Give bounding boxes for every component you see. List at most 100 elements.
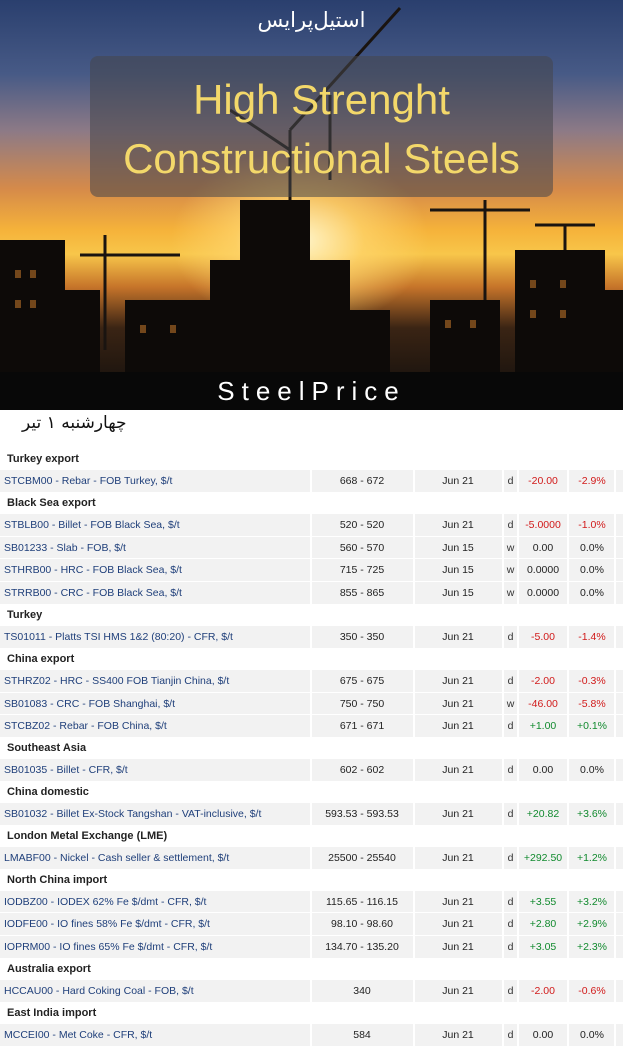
assessment-name[interactable]: SB01233 - Slab - FOB, $/t xyxy=(4,541,126,554)
assessment-name[interactable]: STCBM00 - Rebar - FOB Turkey, $/t xyxy=(4,475,173,487)
table-row[interactable]: HCCAU00 - Hard Coking Coal - FOB, $/t 340… xyxy=(0,979,623,1003)
price-change: +3.55 xyxy=(529,895,557,908)
column-divider xyxy=(567,802,569,825)
column-divider xyxy=(413,1023,415,1046)
assessment-name[interactable]: STBLB00 - Billet - FOB Black Sea, $/t xyxy=(4,518,180,531)
table-row[interactable]: STRRB00 - CRC - FOB Black Sea, $/t 855 - … xyxy=(0,582,623,605)
column-divider xyxy=(413,936,415,958)
frequency: d xyxy=(507,475,514,487)
column-divider xyxy=(310,802,312,825)
column-divider xyxy=(517,936,519,958)
column-divider xyxy=(567,979,569,1002)
column-divider xyxy=(614,625,616,648)
assessment-name[interactable]: STCBZ02 - Rebar - FOB China, $/t xyxy=(4,720,167,733)
assessment-name[interactable]: SB01083 - CRC - FOB Shanghai, $/t xyxy=(4,697,175,710)
column-divider xyxy=(517,513,519,536)
table-row[interactable]: LMABF00 - Nickel - Cash seller & settlem… xyxy=(0,846,623,870)
assessment-date: Jun 21 xyxy=(442,1028,474,1041)
column-divider xyxy=(614,846,616,869)
column-divider xyxy=(517,759,519,781)
assessment-name[interactable]: HCCAU00 - Hard Coking Coal - FOB, $/t xyxy=(4,984,194,997)
assessment-name[interactable]: TS01011 - Platts TSI HMS 1&2 (80:20) - C… xyxy=(4,630,233,643)
assessment-name[interactable]: SB01032 - Billet Ex-Stock Tangshan - VAT… xyxy=(4,807,262,820)
assessment-name[interactable]: LMABF00 - Nickel - Cash seller & settlem… xyxy=(4,851,230,864)
table-row[interactable]: SB01233 - Slab - FOB, $/t 560 - 570 Jun 15… xyxy=(0,536,623,560)
column-divider xyxy=(310,715,312,738)
table-row[interactable]: STBLB00 - Billet - FOB Black Sea, $/t 520… xyxy=(0,513,623,537)
table-row[interactable]: SB01035 - Billet - CFR, $/t 602 - 602 Jun … xyxy=(0,759,623,782)
percent-change: +2.9% xyxy=(576,918,608,931)
column-divider xyxy=(310,979,312,1002)
price-change: -5.00 xyxy=(531,630,555,643)
table-row[interactable]: STCBZ02 - Rebar - FOB China, $/t 671 - 67… xyxy=(0,715,623,739)
column-divider xyxy=(413,669,415,692)
column-divider xyxy=(614,890,616,913)
price-range: 671 - 671 xyxy=(339,720,385,733)
section-header: Turkey export xyxy=(0,449,623,470)
table-row[interactable]: IOPRM00 - IO fines 65% Fe $/dmt - CFR, $… xyxy=(0,936,623,959)
table-row[interactable]: SB01083 - CRC - FOB Shanghai, $/t 750 - 7… xyxy=(0,692,623,716)
assessment-name[interactable]: IODFE00 - IO fines 58% Fe $/dmt - CFR, $… xyxy=(4,918,210,931)
price-range: 675 - 675 xyxy=(339,674,385,687)
section-header: Australia export xyxy=(0,958,623,980)
assessment-date: Jun 21 xyxy=(442,674,474,687)
assessment-name[interactable]: STRRB00 - CRC - FOB Black Sea, $/t xyxy=(4,587,182,600)
column-divider xyxy=(413,979,415,1002)
percent-change: +1.2% xyxy=(576,851,608,864)
column-divider xyxy=(502,802,504,825)
column-divider xyxy=(310,936,312,958)
price-change: 0.00 xyxy=(532,764,554,777)
assessment-name[interactable]: IODBZ00 - IODEX 62% Fe $/dmt - CFR, $/t xyxy=(4,895,207,908)
table-row[interactable]: MCCEI00 - Met Coke - CFR, $/t 584 Jun 21 d 0… xyxy=(0,1023,623,1047)
column-divider xyxy=(567,692,569,715)
section-header: London Metal Exchange (LME) xyxy=(0,825,623,847)
frequency: d xyxy=(507,720,514,733)
column-divider xyxy=(310,625,312,648)
headline-line-2: Constructional Steels xyxy=(123,135,520,182)
column-divider xyxy=(517,1023,519,1046)
column-divider xyxy=(567,846,569,869)
assessment-name[interactable]: STHRZ02 - HRC - SS400 FOB Tianjin China,… xyxy=(4,674,230,687)
price-range: 340 xyxy=(353,984,371,997)
table-row[interactable]: SB01032 - Billet Ex-Stock Tangshan - VAT… xyxy=(0,802,623,826)
price-range: 602 - 602 xyxy=(339,764,385,777)
percent-change: +2.3% xyxy=(576,941,608,954)
column-divider xyxy=(413,890,415,913)
assessment-date: Jun 21 xyxy=(442,764,474,777)
frequency: w xyxy=(506,541,515,554)
assessment-name[interactable]: STHRB00 - HRC - FOB Black Sea, $/t xyxy=(4,564,182,577)
price-change: -20.00 xyxy=(528,475,558,487)
percent-change: +3.2% xyxy=(576,895,608,908)
assessment-name[interactable]: SB01035 - Billet - CFR, $/t xyxy=(4,764,128,777)
column-divider xyxy=(517,669,519,692)
frequency: w xyxy=(506,564,515,577)
price-change: +3.05 xyxy=(529,941,557,954)
table-row[interactable]: STHRZ02 - HRC - SS400 FOB Tianjin China,… xyxy=(0,669,623,693)
price-change: -46.00 xyxy=(528,697,558,710)
hero-banner: استیل‌پرایس High Strenght Constructional… xyxy=(0,0,623,410)
price-change: +20.82 xyxy=(526,807,560,820)
assessment-date: Jun 21 xyxy=(442,720,474,733)
percent-change: 0.0% xyxy=(580,1028,604,1041)
assessment-date: Jun 21 xyxy=(442,895,474,908)
frequency: d xyxy=(507,764,514,777)
column-divider xyxy=(502,470,504,492)
price-table: Turkey export STCBM00 - Rebar - FOB Turke… xyxy=(0,449,623,1047)
frequency: w xyxy=(506,697,515,710)
column-divider xyxy=(517,582,519,604)
price-change: -5.0000 xyxy=(525,518,561,531)
price-change: 0.00 xyxy=(532,541,554,554)
assessment-name[interactable]: IOPRM00 - IO fines 65% Fe $/dmt - CFR, $… xyxy=(4,941,213,954)
table-row[interactable]: STHRB00 - HRC - FOB Black Sea, $/t 715 - … xyxy=(0,559,623,583)
headline-line-1: High Strenght xyxy=(193,76,450,123)
table-row[interactable]: TS01011 - Platts TSI HMS 1&2 (80:20) - C… xyxy=(0,625,623,649)
column-divider xyxy=(310,890,312,913)
table-row[interactable]: IODFE00 - IO fines 58% Fe $/dmt - CFR, $… xyxy=(0,913,623,937)
table-row[interactable]: STCBM00 - Rebar - FOB Turkey, $/t 668 - 6… xyxy=(0,470,623,493)
assessment-name[interactable]: MCCEI00 - Met Coke - CFR, $/t xyxy=(4,1028,153,1041)
column-divider xyxy=(567,582,569,604)
table-row[interactable]: IODBZ00 - IODEX 62% Fe $/dmt - CFR, $/t 1… xyxy=(0,890,623,914)
column-divider xyxy=(310,536,312,559)
frequency: d xyxy=(507,941,514,954)
assessment-date: Jun 15 xyxy=(442,564,474,577)
